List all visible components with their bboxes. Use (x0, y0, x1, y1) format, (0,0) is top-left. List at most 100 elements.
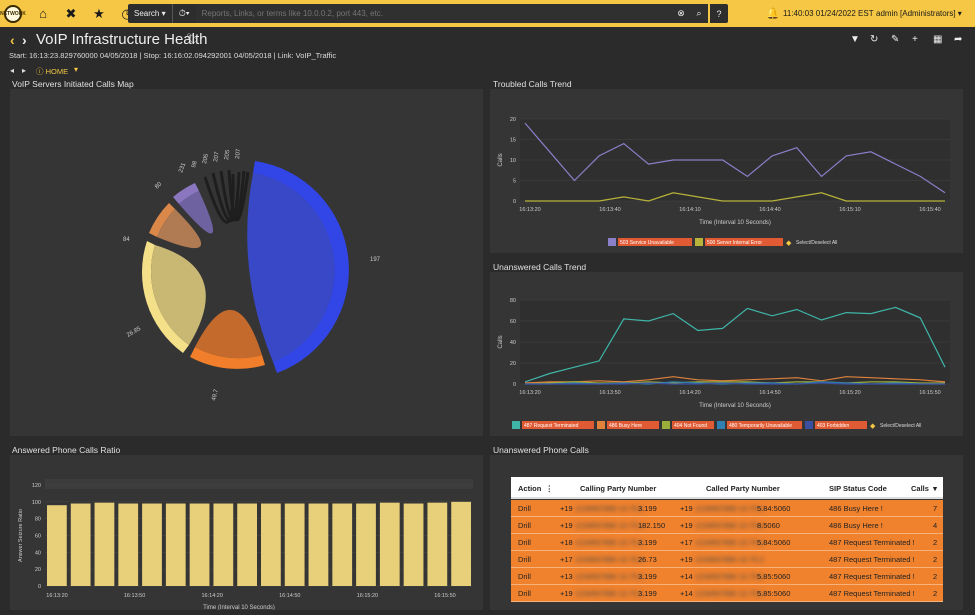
search-input[interactable] (195, 4, 672, 23)
add-icon[interactable]: + (912, 34, 918, 45)
unanswered-trend-panel-title: Unanswered Calls Trend (493, 262, 587, 272)
x-tick-label: 16:13:50 (599, 390, 620, 396)
chord-arc-49[interactable] (190, 347, 265, 369)
redacted-number: 1234567890 10.75.2 (695, 521, 764, 530)
x-tick-label: 16:15:50 (919, 390, 940, 396)
bar-9 (261, 503, 281, 586)
chord-arc-197[interactable] (253, 161, 349, 373)
redacted-number: 1234567890 10.75.2 (695, 589, 764, 598)
y-tick-label: 40 (510, 340, 516, 346)
filter-icon[interactable]: ▼ (850, 34, 860, 45)
cell-action[interactable]: Drill (518, 538, 531, 547)
cell-calls: 2 (933, 555, 938, 564)
breadcrumb-home[interactable]: ⓘ HOME (36, 67, 69, 76)
cell-action[interactable]: Drill (518, 572, 531, 581)
legend-swatch (717, 421, 725, 429)
chord-ribbon-26[interactable] (150, 245, 206, 345)
app-logo[interactable]: NETWORK (0, 4, 26, 23)
cell-called-tail: 5.85:5060 (757, 572, 791, 581)
troubled-trend-chart[interactable]: 0 5 10 15 20 16:13:20 16:13:40 16:14:10 16:14:40… (490, 89, 963, 253)
x-tick-label: 16:15:40 (919, 207, 940, 213)
cell-called: +19 (680, 555, 693, 564)
table-row[interactable]: Drill +18 +17 487 Request Terminated ! 2 1234… (511, 534, 943, 551)
x-tick-label: 16:14:10 (679, 207, 700, 213)
col-action[interactable]: Action ⋮ (518, 483, 554, 493)
chord-ribbon-197[interactable] (247, 173, 335, 362)
cell-called: +14 (680, 589, 693, 598)
breadcrumb-caret-icon[interactable]: ▾ (74, 65, 79, 74)
pin-icon[interactable]: ✎ (891, 34, 900, 45)
y-tick-label: 100 (32, 500, 41, 506)
bell-icon[interactable]: 🔔 (766, 8, 780, 20)
y-tick-label: 0 (513, 382, 516, 388)
cell-status: 486 Busy Here ! (829, 504, 883, 513)
calls-table-header (511, 477, 943, 499)
legend-label: 480 Temporarily Unavailable (729, 423, 792, 429)
calendar-icon[interactable]: ▦ (933, 34, 943, 45)
x-tick-label: 16:15:10 (839, 207, 860, 213)
col-status[interactable]: SIP Status Code (829, 483, 887, 493)
back-icon[interactable]: ‹ (10, 32, 15, 48)
col-calls[interactable]: Calls ▾ (911, 483, 937, 493)
cell-status: 487 Request Terminated ! (829, 555, 915, 564)
chord-arc-80[interactable] (173, 183, 199, 204)
unanswered-trend-panel: 0 20 40 60 80 16:13:20 16:13:50 16:14:20 16:14:5… (490, 272, 963, 436)
col-called[interactable]: Called Party Number (706, 483, 780, 493)
forward-icon[interactable]: › (22, 32, 27, 48)
chord-ribbon-49[interactable] (195, 309, 262, 359)
tools-icon[interactable]: ✖ (65, 5, 77, 21)
cell-called: +17 (680, 538, 693, 547)
help-button[interactable]: ? (710, 4, 728, 23)
chord-ribbon-80[interactable] (179, 191, 214, 234)
tag-icon[interactable]: 🏷 (186, 34, 199, 45)
chord-map-chart[interactable]: 197 49.7 26.85 84 80 231 98 205 207 205 … (10, 89, 483, 436)
legend-label: 404 Not Found (674, 423, 707, 429)
chord-label-197: 197 (370, 257, 381, 263)
table-row[interactable]: Drill +17 +19 487 Request Terminated ! 2 1234… (511, 551, 943, 568)
unanswered-trend-chart[interactable]: 0 20 40 60 80 16:13:20 16:13:50 16:14:20 16:14:5… (490, 272, 963, 436)
table-row[interactable]: Drill +19 +19 486 Busy Here ! 7 1234567890 10… (511, 500, 943, 517)
search-icon[interactable]: ⌕ (690, 4, 708, 23)
cell-calling-tail: 3.199 (638, 572, 657, 581)
user-menu[interactable]: admin [Administrators] ▾ (876, 9, 962, 18)
series-line-0 (524, 122, 946, 194)
crumb-forward-icon[interactable]: ▸ (22, 66, 27, 75)
refresh-icon[interactable]: ↻ (870, 34, 879, 45)
cell-called-tail: 8.5060 (757, 521, 780, 530)
chord-label-207: 207 (213, 151, 221, 163)
cell-calling-tail: 3.199 (638, 504, 657, 513)
legend-swatch (805, 421, 813, 429)
history-icon[interactable]: ◷ (121, 5, 133, 21)
y-axis-label: Calls (498, 335, 504, 348)
map-panel-title: VoIP Servers Initiated Calls Map (12, 79, 134, 89)
cell-calling-tail: 3.199 (638, 589, 657, 598)
breadcrumb-home-label: HOME (45, 67, 69, 76)
table-row[interactable]: Drill +19 +19 486 Busy Here ! 4 1234567890 10… (511, 517, 943, 534)
search-menu-button[interactable]: Search ▾ (128, 4, 172, 23)
y-tick-label: 10 (510, 158, 516, 164)
chord-arc-84[interactable] (149, 203, 175, 237)
cell-calling-tail: 26.73 (638, 555, 657, 564)
troubled-trend-panel: 0 5 10 15 20 16:13:20 16:13:40 16:14:10 16:14:40… (490, 89, 963, 253)
chord-ribbon-84[interactable] (157, 209, 202, 249)
legend-bg (815, 421, 867, 429)
clear-icon[interactable]: ⊗ (672, 4, 690, 23)
crumb-back-icon[interactable]: ◂ (10, 66, 15, 75)
cell-action[interactable]: Drill (518, 555, 531, 564)
search-history-button[interactable]: ⏱▾ (171, 4, 196, 23)
star-icon[interactable]: ★ (93, 5, 105, 21)
legend-bg (727, 421, 802, 429)
home-icon[interactable]: ⌂ (39, 6, 47, 21)
cell-action[interactable]: Drill (518, 589, 531, 598)
col-calling[interactable]: Calling Party Number (580, 483, 657, 493)
ratio-chart[interactable]: 0 20 40 60 80 100 120 16:13:20 16:13:50 16:14:20 1… (10, 455, 483, 611)
table-row[interactable]: Drill +19 +14 487 Request Terminated ! 2 1234… (511, 585, 943, 602)
chord-arc-26[interactable] (141, 241, 189, 353)
cell-action[interactable]: Drill (518, 521, 531, 530)
share-icon[interactable]: ➦ (954, 34, 963, 45)
bar-12 (332, 503, 353, 586)
table-row[interactable]: Drill +13 +14 487 Request Terminated ! 2 1234… (511, 568, 943, 585)
bar-8 (237, 503, 257, 586)
x-tick-label: 16:14:50 (279, 593, 300, 599)
cell-action[interactable]: Drill (518, 504, 531, 513)
